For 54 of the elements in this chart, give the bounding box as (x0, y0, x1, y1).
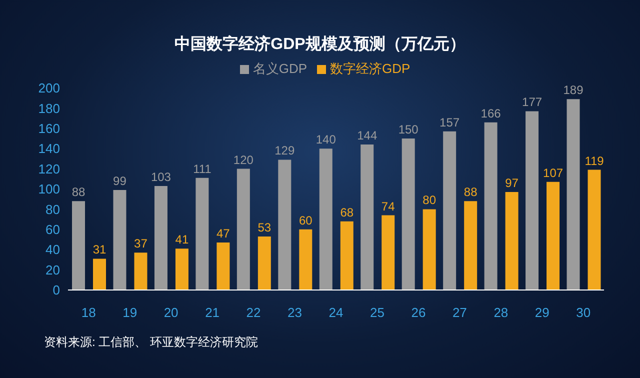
data-label: 140 (316, 132, 336, 147)
y-tick-label: 140 (38, 141, 60, 156)
x-tick-label: 27 (452, 305, 467, 320)
data-label: 31 (92, 242, 106, 257)
data-label: 157 (440, 115, 460, 130)
y-tick-label: 120 (38, 161, 60, 176)
data-label: 166 (480, 106, 502, 120)
data-label: 80 (422, 193, 436, 208)
legend-label: 名义GDP (252, 61, 307, 76)
x-tick-label: 22 (246, 305, 261, 320)
y-tick-label: 40 (46, 242, 60, 258)
data-label: 88 (72, 185, 86, 200)
data-label: 74 (381, 199, 396, 214)
data-label: 177 (522, 95, 542, 110)
data-label: 107 (543, 166, 564, 180)
x-tick-label: 23 (288, 305, 302, 320)
data-label: 120 (233, 152, 254, 167)
x-tick-label: 30 (576, 305, 591, 320)
x-tick-label: 28 (494, 305, 508, 320)
data-label: 68 (340, 205, 354, 220)
x-tick-label: 20 (164, 305, 178, 320)
y-tick-label: 60 (46, 222, 60, 238)
x-tick-label: 29 (534, 305, 550, 320)
data-label: 129 (274, 144, 295, 158)
data-label: 150 (398, 122, 419, 136)
data-label: 144 (357, 128, 378, 143)
x-tick-label: 26 (411, 305, 426, 320)
data-label: 103 (150, 170, 172, 184)
data-label: 97 (505, 176, 519, 190)
data-label: 111 (193, 162, 212, 176)
x-tick-label: 21 (205, 305, 220, 320)
legend-label: 数字经济GDP (330, 61, 410, 76)
data-label: 60 (298, 213, 313, 228)
y-tick-label: 80 (46, 202, 60, 217)
y-tick-label: 20 (46, 262, 60, 278)
data-label: 37 (134, 236, 148, 251)
x-tick-label: 19 (122, 305, 138, 320)
data-label: 119 (584, 154, 604, 168)
data-label: 47 (216, 226, 230, 241)
x-tick-label: 24 (328, 305, 344, 320)
chart-title: 中国数字经济GDP规模及预测（万亿元） (174, 34, 466, 55)
data-label: 88 (464, 185, 478, 200)
y-tick-label: 0 (52, 282, 60, 298)
x-tick-label: 25 (370, 305, 384, 320)
text: 资料来源: 工信部、 环亚数字经济研究院 (44, 334, 258, 351)
y-tick-label: 160 (38, 121, 60, 136)
y-tick-label: 200 (38, 80, 60, 96)
data-label: 99 (113, 174, 127, 188)
y-tick-label: 100 (38, 182, 60, 197)
x-tick-label: 18 (81, 305, 96, 320)
data-label: 189 (563, 83, 584, 98)
data-label: 53 (258, 220, 272, 234)
data-label: 41 (175, 232, 189, 247)
y-tick-label: 180 (38, 100, 60, 116)
